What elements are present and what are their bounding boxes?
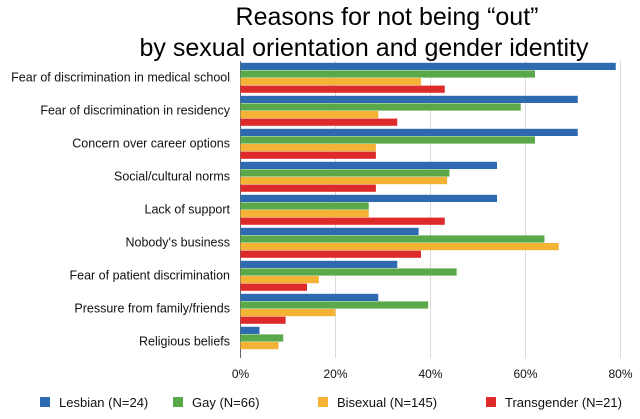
x-tick-label: 0%: [232, 367, 250, 381]
chart-title-line-2: by sexual orientation and gender identit…: [140, 34, 589, 62]
bar: [240, 85, 445, 93]
category-label: Fear of discrimination in residency: [40, 104, 230, 118]
category-label: Lack of support: [145, 203, 231, 217]
bar: [240, 111, 379, 119]
bar: [240, 309, 336, 317]
bar: [240, 70, 535, 78]
category-label: Social/cultural norms: [114, 170, 230, 184]
bar: [240, 184, 376, 192]
bars-layer: [240, 62, 616, 350]
bar: [240, 268, 457, 276]
legend-label: Bisexual (N=145): [337, 395, 437, 410]
bar: [240, 95, 578, 103]
bar: [240, 78, 421, 86]
legend-swatch: [318, 397, 328, 407]
legend-swatch: [173, 397, 183, 407]
bar: [240, 136, 535, 144]
bar: [240, 177, 448, 185]
category-label: Religious beliefs: [139, 335, 230, 349]
bar: [240, 283, 307, 291]
x-tick-label: 20%: [323, 367, 347, 381]
bar: [240, 103, 521, 111]
bar: [240, 202, 369, 210]
bar: [240, 301, 429, 309]
bar: [240, 217, 445, 225]
category-label: Pressure from family/friends: [74, 302, 230, 316]
legend-swatch: [486, 397, 496, 407]
x-tick-label: 40%: [418, 367, 442, 381]
bar: [240, 326, 260, 334]
legend-swatch: [40, 397, 50, 407]
bar: [240, 260, 398, 268]
bar: [240, 169, 450, 177]
bar: [240, 250, 421, 258]
category-label: Nobody's business: [125, 236, 230, 250]
bar: [240, 243, 559, 251]
bar: [240, 293, 379, 301]
bar: [240, 118, 398, 126]
chart-title-line-1: Reasons for not being “out”: [236, 3, 539, 31]
bar: [240, 235, 545, 243]
legend-label: Gay (N=66): [192, 395, 260, 410]
category-labels: Fear of discrimination in medical school…: [11, 71, 231, 349]
category-label: Fear of patient discrimination: [70, 269, 231, 283]
bar: [240, 128, 578, 136]
x-tick-label: 60%: [513, 367, 537, 381]
bar: [240, 151, 376, 159]
bar: [240, 227, 419, 235]
bar: [240, 276, 319, 284]
x-tick-labels: 0% 20% 40% 60% 80%: [232, 367, 633, 381]
bar: [240, 161, 497, 169]
bar: [240, 342, 279, 350]
bar: [240, 62, 616, 70]
bar: [240, 210, 369, 218]
bar: [240, 144, 376, 152]
category-label: Fear of discrimination in medical school: [11, 71, 230, 85]
bar: [240, 334, 284, 342]
x-tick-label: 80%: [608, 367, 632, 381]
legend: Lesbian (N=24) Gay (N=66) Bisexual (N=145)…: [40, 395, 622, 410]
legend-label: Transgender (N=21): [505, 395, 622, 410]
legend-label: Lesbian (N=24): [59, 395, 148, 410]
category-label: Concern over career options: [72, 137, 230, 151]
bar: [240, 316, 286, 324]
bar: [240, 194, 497, 202]
